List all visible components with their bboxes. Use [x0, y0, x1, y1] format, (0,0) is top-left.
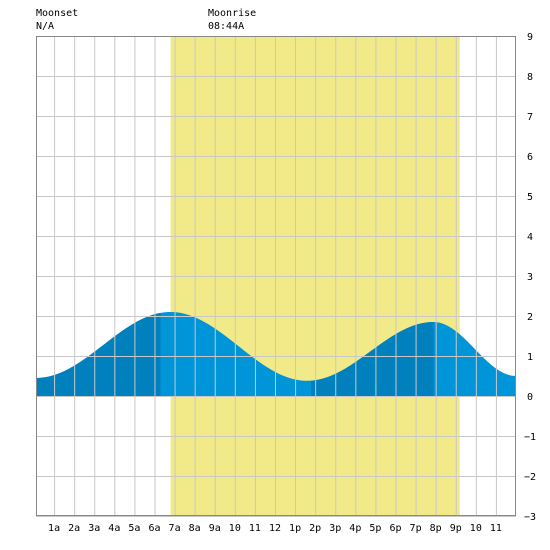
y-tick-label: 9 [527, 32, 533, 43]
x-tick-label: 8a [189, 523, 201, 534]
x-tick-label: 3p [329, 523, 341, 534]
x-tick-label: 10 [229, 523, 241, 534]
y-tick-label: 3 [527, 272, 533, 283]
moonrise-label: Moonrise [208, 8, 256, 19]
plot-frame [36, 36, 516, 516]
y-tick-label: 8 [527, 72, 533, 83]
x-tick-label: 9a [209, 523, 221, 534]
x-tick-label: 10 [470, 523, 482, 534]
y-tick-label: 0 [527, 392, 533, 403]
x-tick-label: 4p [349, 523, 361, 534]
x-tick-label: 7p [410, 523, 422, 534]
tide-area-dark-2 [311, 322, 434, 396]
x-tick-label: 7a [169, 523, 181, 534]
y-tick-label: 5 [527, 192, 533, 203]
y-tick-label: −2 [524, 472, 536, 483]
moonset-value: N/A [36, 21, 54, 32]
x-tick-label: 12 [269, 523, 281, 534]
chart-grid [36, 36, 516, 517]
moonrise-value: 08:44A [208, 21, 244, 32]
x-tick-label: 11 [249, 523, 261, 534]
y-tick-label: 1 [527, 352, 533, 363]
x-tick-label: 4a [108, 523, 120, 534]
x-axis-ticks: 1a 2a 3a 4a 5a 6a 7a 8a 9a 10 11 12 1p 2p 3p 4p 5p 6p 7p 8p… [48, 523, 502, 534]
x-tick-label: 6p [389, 523, 401, 534]
x-tick-label: 6a [148, 523, 160, 534]
x-tick-label: 5a [128, 523, 140, 534]
x-tick-label: 1p [289, 523, 301, 534]
x-tick-label: 8p [430, 523, 442, 534]
x-tick-label: 3a [88, 523, 100, 534]
x-tick-label: 1a [48, 523, 60, 534]
y-tick-label: 2 [527, 312, 533, 323]
y-tick-label: 6 [527, 152, 533, 163]
y-axis-ticks: −3 −2 −1 0 1 2 3 4 5 6 7 8 9 [524, 32, 536, 523]
x-tick-label: 2a [68, 523, 80, 534]
y-tick-label: −1 [524, 432, 536, 443]
x-tick-label: 2p [309, 523, 321, 534]
x-tick-label: 11 [490, 523, 502, 534]
tide-area-dark-1 [36, 312, 161, 396]
x-tick-label: 5p [369, 523, 381, 534]
y-tick-label: 7 [527, 112, 533, 123]
y-tick-label: 4 [527, 232, 533, 243]
y-tick-label: −3 [524, 512, 536, 523]
x-tick-label: 9p [450, 523, 462, 534]
moonset-label: Moonset [36, 8, 78, 19]
chart-header: Moonset N/A Moonrise 08:44A [36, 8, 256, 32]
